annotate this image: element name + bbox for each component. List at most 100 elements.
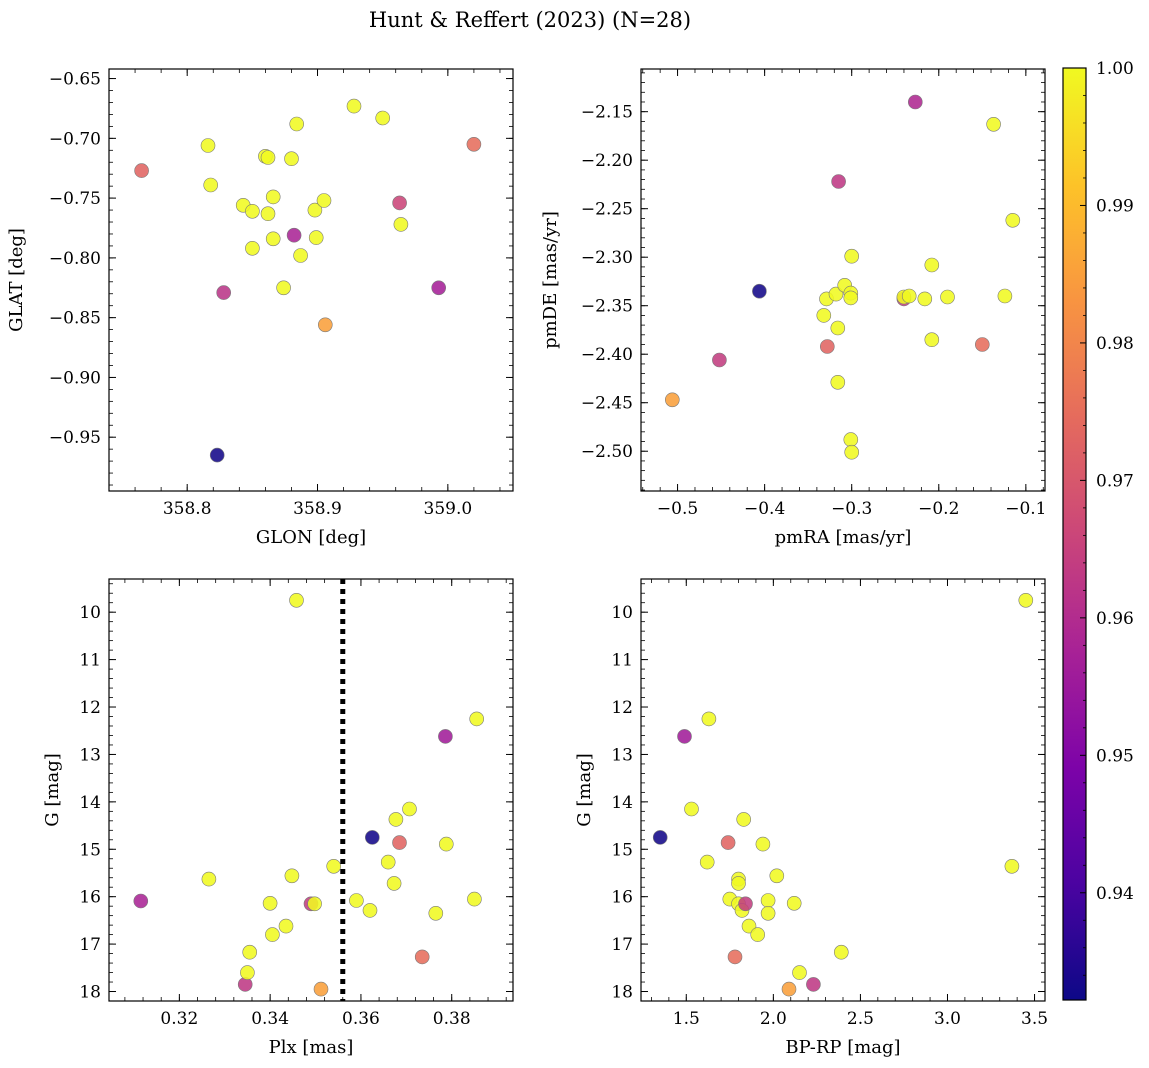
scatter-point bbox=[1004, 858, 1020, 874]
scatter-point bbox=[392, 195, 407, 211]
scatter-point bbox=[380, 854, 396, 870]
scatter-point bbox=[201, 871, 217, 887]
scatter-point bbox=[843, 290, 859, 306]
x-tick-label: 359.0 bbox=[424, 499, 473, 519]
figure-title: Hunt & Reffert (2023) (N=28) bbox=[369, 8, 691, 32]
y-tick-label: 11 bbox=[611, 651, 633, 671]
colorbar-tick-label: 0.94 bbox=[1096, 884, 1134, 904]
x-tick-label: 3.0 bbox=[934, 1009, 961, 1029]
scatter-point bbox=[816, 308, 832, 323]
colorbar-tick-label: 1.00 bbox=[1096, 59, 1134, 79]
x-tick-label: −0.5 bbox=[657, 499, 698, 519]
scatter-point bbox=[466, 137, 482, 152]
scatter-point bbox=[262, 895, 278, 911]
y-tick-label: 12 bbox=[79, 698, 101, 718]
scatter-point bbox=[833, 944, 849, 960]
y-tick-label: −2.15 bbox=[581, 103, 633, 123]
x-tick-label: 0.32 bbox=[160, 1009, 198, 1029]
x-tick-label: −0.2 bbox=[918, 499, 959, 519]
scatter-point bbox=[819, 339, 835, 354]
scatter-point bbox=[284, 868, 300, 884]
y-tick-label: 13 bbox=[79, 745, 101, 765]
x-tick-label: 2.0 bbox=[760, 1009, 787, 1029]
y-tick-label: −2.20 bbox=[581, 151, 633, 171]
y-tick-label: 14 bbox=[611, 793, 633, 813]
scatter-point bbox=[428, 905, 444, 921]
scatter-point bbox=[293, 248, 308, 263]
scatter-points bbox=[134, 98, 482, 463]
y-tick-label: −2.40 bbox=[581, 345, 633, 365]
scatter-point bbox=[245, 241, 260, 256]
scatter-point bbox=[940, 289, 955, 305]
scatter-point bbox=[760, 905, 776, 921]
scatter-point bbox=[203, 177, 218, 193]
scatter-point bbox=[260, 206, 276, 221]
y-tick-label: −2.25 bbox=[581, 200, 633, 220]
scatter-point bbox=[240, 965, 255, 980]
y-tick-label: 15 bbox=[611, 840, 633, 860]
y-tick-label: −2.50 bbox=[581, 442, 633, 462]
scatter-point bbox=[843, 432, 859, 447]
colorbar-tick-label: 0.97 bbox=[1096, 471, 1134, 491]
y-tick-label: 14 bbox=[79, 793, 101, 813]
x-tick-label: −0.1 bbox=[1005, 499, 1046, 519]
scatter-point bbox=[134, 163, 149, 178]
scatter-point bbox=[831, 174, 846, 189]
x-tick-label: 358.8 bbox=[163, 499, 212, 519]
y-tick-label: −0.80 bbox=[49, 249, 101, 269]
x-axis-label: GLON [deg] bbox=[256, 527, 366, 548]
scatter-point bbox=[265, 231, 281, 247]
y-tick-label: 15 bbox=[79, 840, 101, 860]
y-tick-label: −0.65 bbox=[49, 70, 101, 90]
scatter-point bbox=[664, 392, 680, 408]
y-tick-label: 16 bbox=[79, 888, 101, 908]
scatter-point bbox=[652, 830, 668, 845]
scatter-point bbox=[414, 949, 430, 965]
y-tick-label: 10 bbox=[79, 603, 101, 623]
scatter-point bbox=[792, 965, 807, 980]
scatter-point bbox=[133, 893, 149, 909]
y-axis-label: pmDE [mas/yr] bbox=[540, 211, 561, 349]
x-tick-label: 0.36 bbox=[342, 1009, 380, 1029]
scatter-point bbox=[974, 337, 990, 352]
scatter-points bbox=[664, 94, 1021, 460]
y-tick-label: −0.90 bbox=[49, 368, 101, 388]
scatter-point bbox=[828, 286, 844, 302]
colorbar-tick-label: 0.95 bbox=[1096, 746, 1134, 766]
scatter-point bbox=[738, 896, 753, 912]
scatter-point bbox=[216, 285, 231, 300]
scatter-point bbox=[316, 193, 332, 208]
scatter-point bbox=[284, 151, 299, 166]
axis-ticks bbox=[109, 69, 513, 491]
panel-bprp-g: 1.5 2.0 2.5 3.0 3.5 10 11 12 13 14 15 16 17 18 BP-RP [… bbox=[574, 578, 1048, 1058]
scatter-point bbox=[375, 110, 391, 126]
scatter-point bbox=[438, 836, 454, 852]
scatter-point bbox=[844, 248, 860, 264]
y-tick-label: 18 bbox=[611, 983, 633, 1003]
scatter-point bbox=[245, 204, 260, 219]
x-tick-label: −0.3 bbox=[831, 499, 872, 519]
x-tick-label: 1.5 bbox=[673, 1009, 700, 1029]
x-axis-label: BP-RP [mag] bbox=[785, 1037, 900, 1058]
scatter-point bbox=[260, 150, 276, 165]
axes-frame bbox=[640, 68, 1046, 492]
scatter-point bbox=[769, 868, 785, 884]
scatter-point bbox=[307, 202, 323, 218]
scatter-point bbox=[830, 374, 846, 390]
scatter-point bbox=[701, 711, 717, 727]
y-tick-label: 12 bbox=[611, 698, 633, 718]
scatter-point bbox=[392, 835, 407, 850]
x-tick-label: 0.34 bbox=[251, 1009, 289, 1029]
x-axis-label: Plx [mas] bbox=[269, 1037, 354, 1058]
x-tick-label: −0.4 bbox=[744, 499, 785, 519]
scatter-point bbox=[276, 280, 291, 296]
scatter-point bbox=[362, 903, 378, 918]
y-tick-label: 17 bbox=[79, 935, 101, 955]
axis-ticks bbox=[641, 69, 1045, 491]
scatter-point bbox=[265, 927, 280, 942]
scatter-points bbox=[652, 592, 1034, 997]
panel-pmra-pmde: −0.5 −0.4 −0.3 −0.2 −0.1 −2.15 −2.20 −2.25 −2.30… bbox=[540, 68, 1046, 548]
scatter-point bbox=[684, 801, 699, 817]
scatter-point bbox=[402, 801, 417, 817]
